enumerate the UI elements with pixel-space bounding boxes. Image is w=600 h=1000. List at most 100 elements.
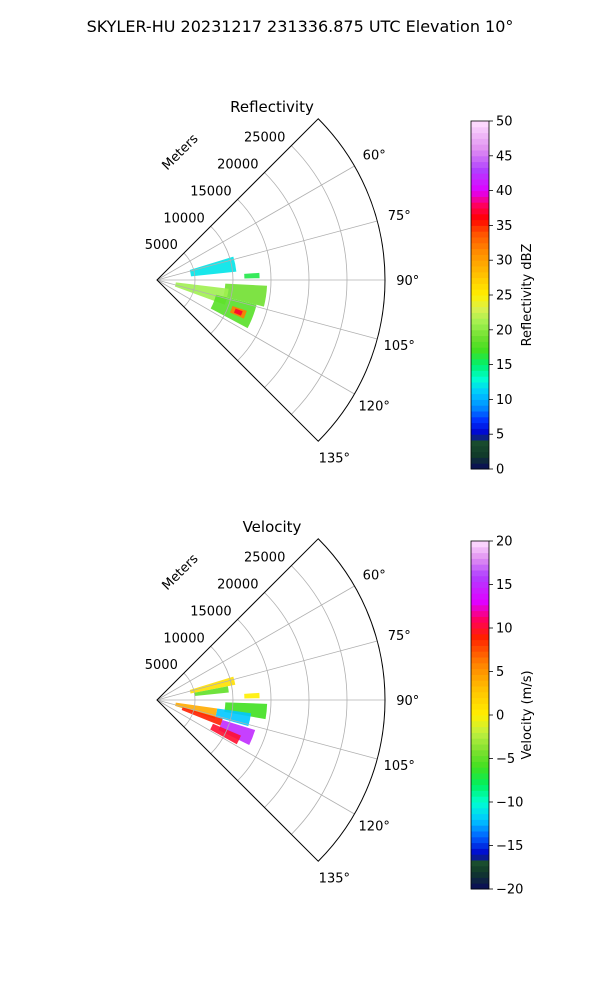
azimuth-spoke [156, 165, 355, 281]
colorbar-tick-label: 10 [496, 393, 513, 408]
colorbar-segment [471, 639, 489, 646]
colorbar-segment [471, 633, 489, 641]
reflectivity-title: Reflectivity [230, 98, 314, 116]
colorbar-segment [471, 347, 489, 354]
colorbar-segment [471, 883, 489, 890]
colorbar-tick-label: −10 [496, 796, 523, 811]
colorbar-segment [471, 248, 489, 255]
azimuth-tick-label: 60° [363, 569, 386, 584]
azimuth-spoke [156, 699, 355, 815]
colorbar-tick-label: −20 [496, 883, 523, 898]
colorbar-segment [471, 842, 489, 849]
echo-region [233, 308, 243, 316]
colorbar-tick-label: 20 [496, 323, 513, 338]
colorbar-segment [471, 155, 489, 163]
velocity-echo-layer [175, 676, 268, 745]
colorbar-tick-label: 5 [496, 428, 504, 443]
colorbar-segment [471, 575, 489, 583]
colorbar-tick-label: 40 [496, 184, 513, 199]
colorbar-segment [471, 593, 489, 600]
range-tick-label: 20000 [217, 158, 258, 173]
colorbar-segment [471, 184, 489, 192]
sector-frame [156, 538, 386, 862]
colorbar-segment [471, 732, 489, 739]
colorbar-segment [471, 703, 489, 710]
colorbar-segment [471, 599, 489, 606]
colorbar-tick-label: 10 [496, 622, 513, 637]
colorbar-segment [471, 790, 489, 797]
colorbar-segment [471, 819, 489, 826]
colorbar-segment [471, 604, 489, 612]
sector-frame [156, 118, 386, 442]
colorbar-segment [471, 196, 489, 203]
colorbar-segment [471, 225, 489, 232]
colorbar-segment [471, 865, 489, 873]
colorbar-segment [471, 807, 489, 815]
azimuth-spoke [156, 699, 378, 760]
colorbar-segment [471, 318, 489, 325]
colorbar-segment [471, 173, 489, 180]
colorbar-segment [471, 126, 489, 134]
colorbar-segment [471, 132, 489, 139]
colorbar-segment [471, 836, 489, 844]
colorbar-segment [471, 796, 489, 803]
colorbar-tick-label: 50 [496, 115, 513, 130]
range-tick-label: 15000 [190, 604, 231, 619]
echo-region [223, 283, 268, 307]
colorbar-segment [471, 755, 489, 762]
reflectivity-colorbar: 0 5 10 15 20 25 30 35 40 45 50 [470, 115, 513, 478]
colorbar-tick-label: 5 [496, 665, 504, 680]
reflectivity-tick-labels: 5000 10000 15000 20000 25000 60° 75° 90° 105° 120… [145, 131, 420, 467]
reflectivity-grid [156, 118, 386, 442]
colorbar-segment [471, 813, 489, 820]
colorbar-segment [471, 825, 489, 832]
azimuth-tick-label: 135° [319, 451, 350, 466]
azimuth-tick-label: 120° [359, 399, 390, 414]
echo-region [189, 256, 237, 277]
colorbar-segment [471, 416, 489, 424]
colorbar-segment [471, 587, 489, 594]
colorbar-segment [471, 138, 489, 145]
colorbar-segment [471, 749, 489, 757]
echo-region [244, 692, 260, 699]
colorbar-segment [471, 335, 489, 342]
range-tick-label: 5000 [145, 238, 178, 253]
colorbar-segment [471, 208, 489, 215]
reflectivity-panel: Reflectivity 5000 10000 15000 20000 25000 60°… [145, 98, 535, 478]
colorbar-segment [471, 254, 489, 261]
colorbar-segment [471, 329, 489, 337]
colorbar-segment [471, 761, 489, 768]
azimuth-spoke [156, 279, 355, 395]
colorbar-segment [471, 691, 489, 699]
colorbar-segment [471, 237, 489, 244]
colorbar-segment [471, 289, 489, 296]
colorbar-segment [471, 697, 489, 704]
colorbar-segment [471, 610, 489, 617]
reflectivity-colorbar-label: Reflectivity dBZ [520, 244, 535, 347]
colorbar-segment [471, 242, 489, 250]
colorbar-tick-label: 30 [496, 254, 513, 269]
colorbar-segment [471, 353, 489, 360]
azimuth-spoke [156, 640, 378, 701]
echo-region [215, 708, 252, 727]
colorbar-segment [471, 651, 489, 658]
echo-region [244, 272, 260, 279]
colorbar-segment [471, 428, 489, 435]
colorbar-tick-label: −5 [496, 752, 515, 767]
colorbar-segment [471, 715, 489, 722]
colorbar-segment [471, 422, 489, 429]
azimuth-tick-label: 75° [388, 629, 411, 644]
colorbar-segment [471, 202, 489, 209]
velocity-colorbar-label: Velocity (m/s) [520, 670, 535, 759]
colorbar-segment [471, 738, 489, 745]
colorbar-tick-label: 35 [496, 219, 513, 234]
colorbar-segment [471, 399, 489, 406]
echo-region [194, 686, 229, 697]
velocity-title: Velocity [243, 518, 302, 536]
colorbar-segment [471, 558, 489, 565]
colorbar-segment [471, 854, 489, 861]
colorbar-segment [471, 231, 489, 238]
azimuth-spoke [156, 220, 378, 281]
velocity-panel: Velocity 5000 10000 15000 20000 25000 60° 75° 9… [145, 518, 535, 898]
